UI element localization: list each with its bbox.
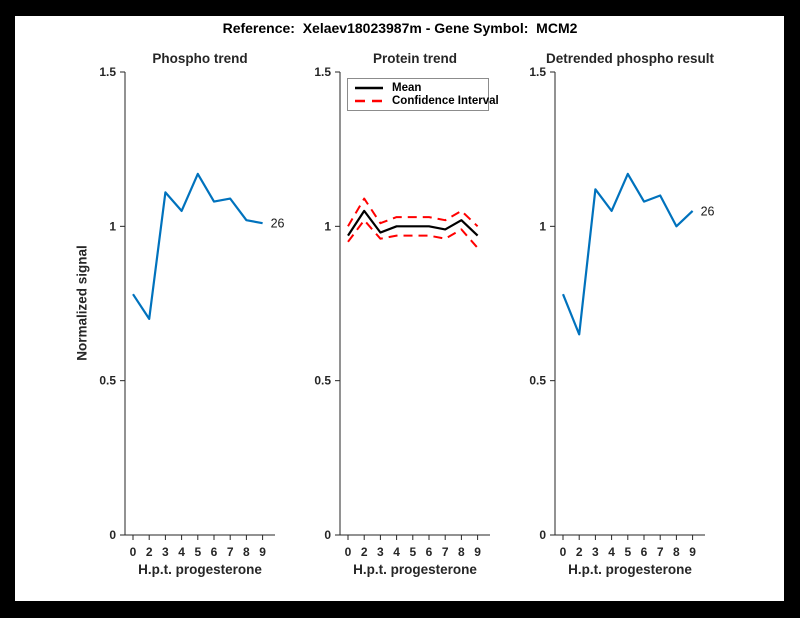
x-tick-label: 3	[592, 545, 599, 559]
y-tick-label: 1.5	[529, 65, 546, 79]
x-tick-label: 8	[243, 545, 250, 559]
y-tick-label: 1.5	[99, 65, 116, 79]
series-detrended-signal	[561, 172, 694, 336]
x-tick-label: 7	[227, 545, 234, 559]
y-tick-label: 0.5	[99, 374, 116, 388]
x-tick-label: 6	[426, 545, 433, 559]
series-phospho-signal	[132, 172, 263, 320]
figure-title: Reference: Xelaev18023987m - Gene Symbol…	[222, 20, 578, 36]
x-tick-label: 0	[345, 545, 352, 559]
legend-label-confidence-interval: Confidence Interval	[392, 95, 499, 108]
x-tick-label: 4	[608, 545, 615, 559]
series-end-label: 26	[271, 217, 285, 231]
legend-label-mean: Mean	[392, 81, 422, 94]
subplot-2: 00.511.50 2 3 4 5 6 7 8 9	[314, 65, 490, 559]
y-tick-label: 0	[109, 528, 116, 542]
x-tick-label: 4	[393, 545, 400, 559]
x-tick-label: 4	[178, 545, 185, 559]
x-tick-label: 6	[211, 545, 218, 559]
legend-item-confidence-interval: Confidence Interval	[354, 95, 499, 109]
x-tick-label: 9	[474, 545, 481, 559]
subplot3-x-axis-label: H.p.t. progesterone	[568, 562, 692, 577]
series-ci-upper	[347, 197, 479, 228]
y-tick-label: 0	[324, 528, 331, 542]
x-tick-label: 9	[689, 545, 696, 559]
subplot-3: 00.511.50 2 3 4 5 6 7 8 926	[529, 65, 714, 559]
subplot3-title: Detrended phospho result	[545, 51, 714, 66]
x-tick-label: 5	[194, 545, 201, 559]
x-tick-label: 9	[259, 545, 266, 559]
x-tick-label: 7	[657, 545, 664, 559]
x-tick-label: 5	[624, 545, 631, 559]
y-tick-label: 1	[109, 219, 116, 233]
series-ci-lower	[347, 219, 479, 249]
subplot2-title: Protein trend	[372, 51, 457, 66]
subplot-1: 00.511.50 2 3 4 5 6 7 8 926	[99, 65, 284, 559]
y-tick-label: 0.5	[529, 374, 546, 388]
dashed-line-swatch-icon	[355, 100, 383, 103]
legend-item-mean: Mean	[354, 81, 482, 95]
x-tick-label: 2	[361, 545, 368, 559]
subplot2-x-axis-label: H.p.t. progesterone	[353, 562, 477, 577]
y-tick-label: 0	[539, 528, 546, 542]
x-tick-label: 8	[458, 545, 465, 559]
x-tick-label: 3	[377, 545, 384, 559]
x-tick-label: 3	[162, 545, 169, 559]
x-tick-label: 0	[130, 545, 137, 559]
subplot1-title: Phospho trend	[152, 51, 248, 66]
subplot1-x-axis-label: H.p.t. progesterone	[138, 562, 262, 577]
x-tick-label: 8	[673, 545, 680, 559]
x-tick-label: 6	[641, 545, 648, 559]
y-tick-label: 0.5	[314, 374, 331, 388]
y-tick-label: 1	[539, 219, 546, 233]
x-tick-label: 7	[442, 545, 449, 559]
y-tick-label: 1	[324, 219, 331, 233]
x-tick-label: 2	[146, 545, 153, 559]
series-mean	[347, 209, 479, 237]
legend-box: Mean Confidence Interval	[347, 78, 499, 111]
y-tick-label: 1.5	[314, 65, 331, 79]
mean-line-swatch-icon	[355, 86, 383, 89]
x-tick-label: 5	[409, 545, 416, 559]
x-tick-label: 0	[560, 545, 567, 559]
x-tick-label: 2	[576, 545, 583, 559]
series-end-label: 26	[701, 204, 715, 218]
